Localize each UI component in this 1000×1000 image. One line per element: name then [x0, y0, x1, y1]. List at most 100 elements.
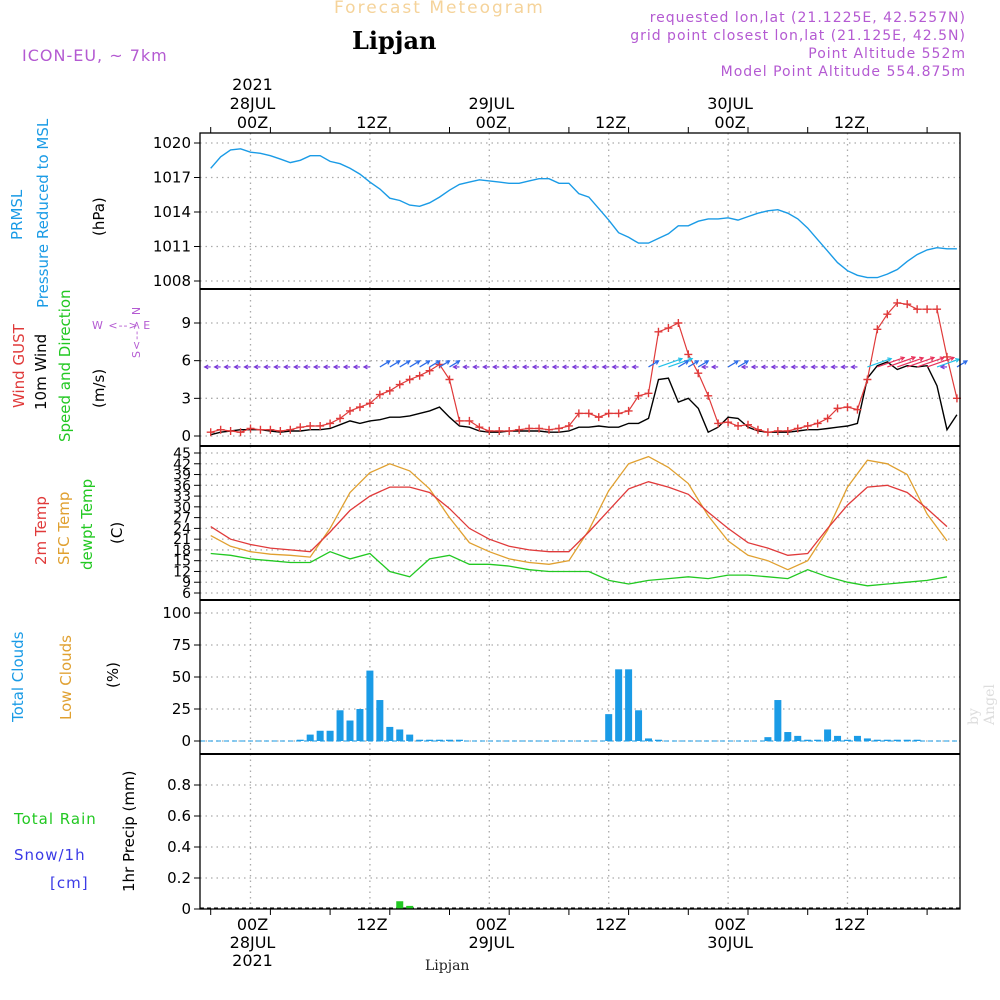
gust-marker [863, 375, 872, 384]
wind-direction-arrow [887, 356, 916, 368]
pressure-label-1: PRMSL [8, 189, 26, 240]
wind-arrow-head [744, 360, 750, 365]
total-clouds-bar [903, 739, 911, 741]
gust-marker [236, 428, 245, 437]
wind-arrow-head [962, 360, 969, 365]
wind-arrow-head [790, 364, 796, 370]
time-label-bottom: 12Z [595, 915, 626, 934]
y-tick-label: 0 [181, 427, 191, 445]
wind-arrow-head [243, 364, 249, 370]
wind-arrow-head [581, 364, 587, 370]
gust-marker [893, 298, 902, 307]
total-clouds-bar [406, 734, 414, 741]
total-clouds-bar [376, 700, 384, 741]
wind-arrow-head [273, 364, 279, 370]
time-label-top: 30JUL [707, 94, 753, 113]
wind-arrow-head [704, 360, 710, 365]
y-tick-label: 27 [173, 511, 191, 527]
wind-direction-arrow [916, 357, 944, 368]
y-tick-label: 1017 [153, 169, 191, 187]
total-rain-label: Total Rain [14, 810, 97, 828]
wind-arrow-head [312, 364, 318, 370]
gust-marker [753, 425, 762, 434]
wind-direction-arrow [897, 357, 924, 368]
wind-direction-arrow [727, 360, 739, 368]
t2m-label: 2m Temp [32, 496, 50, 565]
total-clouds-bar [306, 734, 314, 741]
wind-arrow-head [770, 364, 776, 370]
time-label-bottom: 00Z [237, 915, 268, 934]
time-label-bottom: 00Z [714, 915, 745, 934]
y-tick-label: 0.6 [167, 807, 191, 825]
wind-arrow-head [684, 360, 690, 365]
gust-marker [913, 305, 922, 314]
gust-marker [554, 424, 563, 433]
wind-arrow-head [780, 364, 786, 370]
time-label-top: 00Z [714, 113, 745, 132]
gust-marker [714, 419, 723, 428]
y-tick-label: 1020 [153, 134, 191, 152]
y-tick-label: 9 [181, 314, 191, 332]
credit-watermark: by Angel [966, 684, 998, 725]
time-label-bottom: 00Z [476, 915, 507, 934]
gust-marker [654, 327, 663, 336]
wind-direction-arrow [907, 356, 935, 368]
wind-arrow-head [352, 364, 358, 370]
wind-arrow-head [342, 364, 348, 370]
gust-marker [316, 421, 325, 430]
requested-coords: requested lon,lat (21.1225E, 42.5257N) [649, 10, 966, 26]
time-label-bottom: 12Z [834, 915, 865, 934]
wind-arrow-head [887, 357, 893, 362]
t2m-line [210, 481, 948, 556]
snow-label: Snow/1h [14, 846, 86, 864]
gust-marker [564, 421, 573, 430]
gust-line [210, 302, 958, 433]
gust-marker [744, 420, 752, 429]
gust-marker [336, 414, 345, 423]
wind-arrow-head [740, 364, 746, 370]
time-label-top: 00Z [476, 113, 507, 132]
pressure-line [210, 148, 957, 279]
gust-marker [853, 405, 862, 414]
wind-direction-arrow [658, 358, 683, 368]
wind-arrow-head [800, 364, 806, 370]
gust-marker [286, 425, 295, 434]
compass-we: W <--> E [92, 319, 152, 332]
wind-arrow-head [710, 364, 716, 370]
label-layer: 1008101110141017102003696912151821242730… [153, 75, 865, 970]
time-label-top: 2021 [232, 75, 273, 94]
total-clouds-bar [426, 739, 434, 741]
snow-unit-label: [cm] [50, 874, 89, 892]
wind-arrow-head [611, 364, 617, 370]
total-clouds-bar [396, 729, 404, 741]
y-tick-label: 0 [181, 900, 191, 918]
y-tick-label: 0 [181, 732, 191, 750]
y-tick-label: 36 [173, 478, 191, 494]
data-layer [200, 148, 969, 909]
y-tick-label: 6 [182, 586, 191, 602]
time-label-bottom: 30JUL [707, 933, 753, 952]
wind-direction-arrow [668, 358, 693, 368]
total-clouds-bar [645, 738, 652, 741]
model-label: ICON-EU, ~ 7km [22, 46, 168, 65]
gust-marker [903, 300, 912, 309]
wind-direction-arrow [409, 360, 421, 368]
sfc-temp-line [210, 455, 948, 571]
gust-marker [584, 409, 593, 418]
wind-direction-arrow [737, 360, 749, 368]
wind-arrow-head [511, 364, 517, 370]
precip-axis-label: 1hr Precip (mm) [120, 770, 138, 892]
wind-arrow-head [734, 360, 740, 365]
gust-marker [634, 391, 643, 400]
wind-arrow-head [332, 364, 338, 370]
wind-direction-arrow [379, 360, 391, 368]
wind-direction-arrow [439, 360, 450, 368]
total-clouds-bar [873, 739, 881, 741]
frame-layer [194, 127, 961, 915]
total-clouds-bar [346, 720, 354, 741]
y-tick-label: 0.2 [167, 869, 191, 887]
gust-marker [574, 409, 583, 418]
wind-arrow-head [253, 364, 259, 370]
total-clouds-bar [824, 729, 832, 741]
time-label-bottom: 2021 [232, 951, 273, 970]
